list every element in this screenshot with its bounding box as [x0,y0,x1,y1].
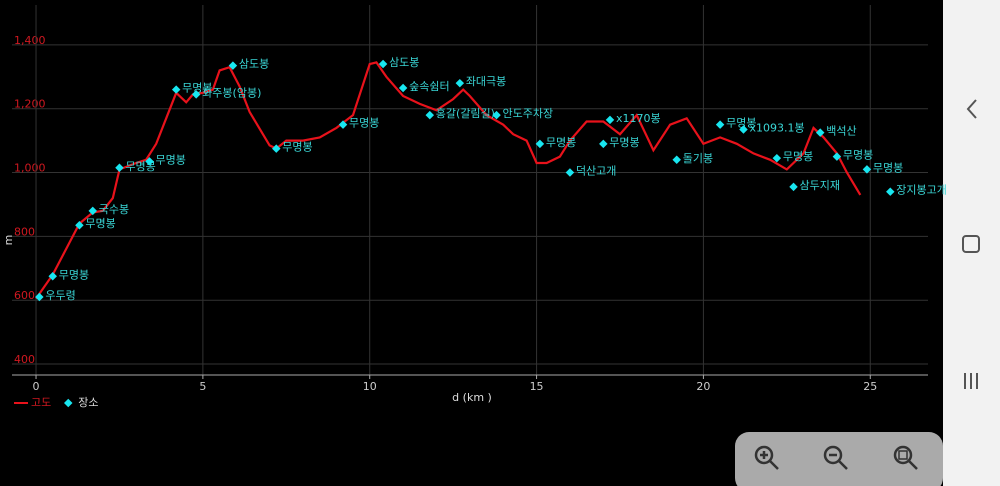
place-marker [115,163,124,172]
place-label: 무명봉 [282,141,312,154]
place-label: 무명봉 [182,82,212,95]
place-label: 무명봉 [609,136,639,149]
place-marker [75,220,84,230]
x-tick-label: 20 [696,380,710,393]
x-tick-label: 25 [863,380,877,393]
place-marker [228,61,238,70]
place-marker [145,157,154,166]
y-tick-label: 800 [14,225,35,238]
place-label: 화주봉(암봉) [202,86,261,99]
place-label: 숲속쉼터 [409,80,449,93]
place-marker [272,144,281,153]
place-marker [398,83,408,93]
place-label: 무명봉 [546,136,576,149]
place-label: 무명봉 [349,117,379,130]
y-axis-label: m [2,235,15,246]
place-label: 삼두지재 [800,179,840,192]
place-label: 무명봉 [155,153,185,166]
place-marker [191,90,201,99]
place-label: 장지봉고개 [896,184,947,197]
zoom-toolbar [735,432,943,486]
place-marker [425,110,435,120]
place-label: 무명봉 [85,217,115,230]
place-label: 안도주차장 [503,107,554,120]
place-marker [48,272,57,281]
place-marker [35,292,44,302]
place-label: 무명봉 [59,268,89,281]
place-label: 백석산 [826,125,856,138]
y-tick-label: 1,400 [14,34,46,47]
place-label: x1093.1봉 [749,121,804,134]
place-marker [171,85,181,94]
place-label: 홍갈(갈림길) [436,106,495,120]
place-label: 국수봉 [99,203,129,216]
y-tick-label: 1,200 [14,98,46,111]
place-label: 삼도봉 [389,56,419,69]
background [0,0,943,486]
place-label: 우두령 [45,289,75,302]
x-tick-label: 15 [530,380,544,393]
place-label: 무명봉 [843,149,873,162]
y-tick-label: 400 [14,353,35,366]
place-label: x1170봉 [616,112,661,125]
place-marker [455,78,465,88]
legend-swatch [64,398,73,408]
x-tick-label: 5 [199,380,206,393]
y-tick-label: 1,000 [14,162,46,175]
zoom-in[interactable] [754,445,779,470]
place-label: 무명봉 [873,161,903,174]
nav-home[interactable] [962,235,980,253]
nav-bar [943,0,1000,486]
place-marker [492,110,501,120]
elevation-line [35,61,862,300]
legend-label: 장소 [78,396,98,409]
nav-back[interactable] [966,99,977,119]
place-label: 무명봉 [783,150,813,163]
y-tick-label: 600 [14,289,35,302]
place-label: 무명봉 [726,117,756,130]
zoom-fit[interactable] [893,445,918,470]
x-tick-label: 10 [363,380,377,393]
x-tick-label: 0 [33,380,40,393]
place-marker [88,206,97,216]
nav-recents[interactable] [964,373,978,389]
place-label: 삼도봉 [239,58,269,71]
place-label: 돌기봉 [683,152,713,165]
place-label: 좌대극봉 [466,75,506,88]
legend-label: 고도 [31,396,51,409]
zoom-out[interactable] [823,445,848,470]
place-label: 덕산고개 [576,165,616,178]
nav-bg [943,0,1000,486]
x-axis-label: d (km ) [452,391,492,404]
